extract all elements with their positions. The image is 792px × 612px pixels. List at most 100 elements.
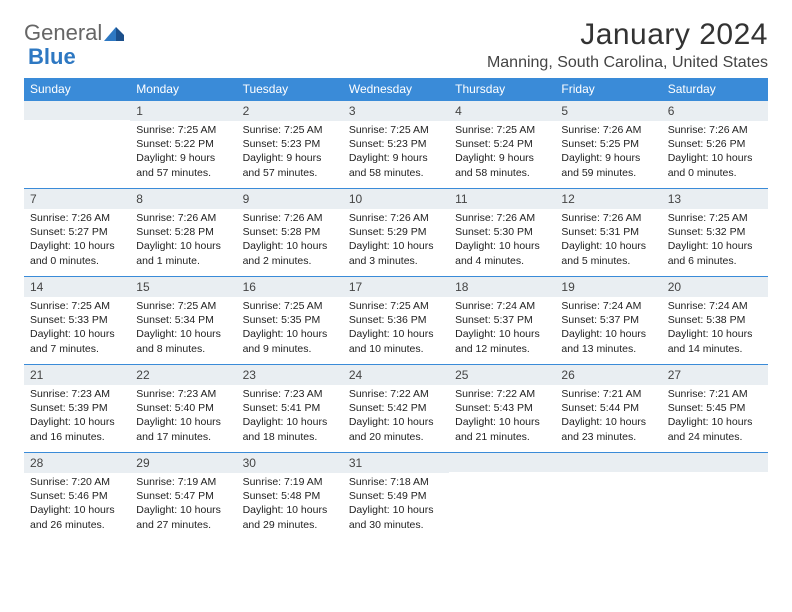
day-number: 2 (237, 100, 343, 121)
day-number: 12 (555, 188, 661, 209)
day-number: 9 (237, 188, 343, 209)
weekday-header: Wednesday (343, 78, 449, 100)
calendar-cell: 22Sunrise: 7:23 AMSunset: 5:40 PMDayligh… (130, 364, 236, 452)
weekday-header: Monday (130, 78, 236, 100)
calendar-cell (555, 452, 661, 540)
brand-logo: General (24, 20, 126, 46)
calendar-cell: 20Sunrise: 7:24 AMSunset: 5:38 PMDayligh… (662, 276, 768, 364)
title-location: Manning, South Carolina, United States (487, 54, 768, 72)
day-number: 27 (662, 364, 768, 385)
day-number: 21 (24, 364, 130, 385)
calendar-cell: 2Sunrise: 7:25 AMSunset: 5:23 PMDaylight… (237, 100, 343, 188)
calendar-cell: 13Sunrise: 7:25 AMSunset: 5:32 PMDayligh… (662, 188, 768, 276)
day-content: Sunrise: 7:22 AMSunset: 5:43 PMDaylight:… (449, 385, 555, 448)
page-header: General January 2024 Manning, South Caro… (24, 18, 768, 72)
day-number: 22 (130, 364, 236, 385)
calendar-week-row: 1Sunrise: 7:25 AMSunset: 5:22 PMDaylight… (24, 100, 768, 188)
day-number: 7 (24, 188, 130, 209)
weekday-row: SundayMondayTuesdayWednesdayThursdayFrid… (24, 78, 768, 100)
calendar-cell: 24Sunrise: 7:22 AMSunset: 5:42 PMDayligh… (343, 364, 449, 452)
day-number: 10 (343, 188, 449, 209)
calendar-cell: 30Sunrise: 7:19 AMSunset: 5:48 PMDayligh… (237, 452, 343, 540)
day-content: Sunrise: 7:23 AMSunset: 5:39 PMDaylight:… (24, 385, 130, 448)
day-number: 13 (662, 188, 768, 209)
day-content: Sunrise: 7:18 AMSunset: 5:49 PMDaylight:… (343, 473, 449, 536)
calendar-cell: 29Sunrise: 7:19 AMSunset: 5:47 PMDayligh… (130, 452, 236, 540)
day-content: Sunrise: 7:21 AMSunset: 5:45 PMDaylight:… (662, 385, 768, 448)
calendar-cell: 12Sunrise: 7:26 AMSunset: 5:31 PMDayligh… (555, 188, 661, 276)
day-number: 28 (24, 452, 130, 473)
day-content: Sunrise: 7:19 AMSunset: 5:48 PMDaylight:… (237, 473, 343, 536)
weekday-header: Sunday (24, 78, 130, 100)
day-number: 25 (449, 364, 555, 385)
day-number: 26 (555, 364, 661, 385)
day-content: Sunrise: 7:25 AMSunset: 5:22 PMDaylight:… (130, 121, 236, 184)
day-content: Sunrise: 7:25 AMSunset: 5:23 PMDaylight:… (237, 121, 343, 184)
calendar-cell: 1Sunrise: 7:25 AMSunset: 5:22 PMDaylight… (130, 100, 236, 188)
day-content: Sunrise: 7:22 AMSunset: 5:42 PMDaylight:… (343, 385, 449, 448)
calendar-cell: 17Sunrise: 7:25 AMSunset: 5:36 PMDayligh… (343, 276, 449, 364)
calendar-cell: 21Sunrise: 7:23 AMSunset: 5:39 PMDayligh… (24, 364, 130, 452)
day-number: 30 (237, 452, 343, 473)
day-content: Sunrise: 7:26 AMSunset: 5:31 PMDaylight:… (555, 209, 661, 272)
calendar-cell: 23Sunrise: 7:23 AMSunset: 5:41 PMDayligh… (237, 364, 343, 452)
calendar-cell: 19Sunrise: 7:24 AMSunset: 5:37 PMDayligh… (555, 276, 661, 364)
brand-part1: General (24, 20, 102, 46)
day-number: 1 (130, 100, 236, 121)
day-content: Sunrise: 7:26 AMSunset: 5:26 PMDaylight:… (662, 121, 768, 184)
day-number: 8 (130, 188, 236, 209)
weekday-header: Saturday (662, 78, 768, 100)
calendar-cell: 28Sunrise: 7:20 AMSunset: 5:46 PMDayligh… (24, 452, 130, 540)
calendar-week-row: 7Sunrise: 7:26 AMSunset: 5:27 PMDaylight… (24, 188, 768, 276)
day-number: 16 (237, 276, 343, 297)
calendar-cell: 16Sunrise: 7:25 AMSunset: 5:35 PMDayligh… (237, 276, 343, 364)
brand-part2: Blue (28, 44, 76, 69)
calendar-cell: 26Sunrise: 7:21 AMSunset: 5:44 PMDayligh… (555, 364, 661, 452)
day-content: Sunrise: 7:25 AMSunset: 5:32 PMDaylight:… (662, 209, 768, 272)
day-number: 19 (555, 276, 661, 297)
calendar-cell: 11Sunrise: 7:26 AMSunset: 5:30 PMDayligh… (449, 188, 555, 276)
title-month: January 2024 (487, 18, 768, 52)
day-content: Sunrise: 7:25 AMSunset: 5:36 PMDaylight:… (343, 297, 449, 360)
weekday-header: Thursday (449, 78, 555, 100)
day-content: Sunrise: 7:23 AMSunset: 5:40 PMDaylight:… (130, 385, 236, 448)
day-content: Sunrise: 7:24 AMSunset: 5:37 PMDaylight:… (449, 297, 555, 360)
weekday-header: Friday (555, 78, 661, 100)
day-number: 11 (449, 188, 555, 209)
calendar-cell: 8Sunrise: 7:26 AMSunset: 5:28 PMDaylight… (130, 188, 236, 276)
calendar-body: 1Sunrise: 7:25 AMSunset: 5:22 PMDaylight… (24, 100, 768, 540)
day-content: Sunrise: 7:20 AMSunset: 5:46 PMDaylight:… (24, 473, 130, 536)
day-content: Sunrise: 7:26 AMSunset: 5:27 PMDaylight:… (24, 209, 130, 272)
empty-day-header (555, 452, 661, 472)
calendar-cell: 4Sunrise: 7:25 AMSunset: 5:24 PMDaylight… (449, 100, 555, 188)
calendar-table: SundayMondayTuesdayWednesdayThursdayFrid… (24, 78, 768, 540)
brand-icon (104, 25, 124, 41)
empty-day-header (449, 452, 555, 472)
empty-day-header (662, 452, 768, 472)
calendar-cell: 25Sunrise: 7:22 AMSunset: 5:43 PMDayligh… (449, 364, 555, 452)
day-content: Sunrise: 7:25 AMSunset: 5:35 PMDaylight:… (237, 297, 343, 360)
day-number: 3 (343, 100, 449, 121)
calendar-cell: 31Sunrise: 7:18 AMSunset: 5:49 PMDayligh… (343, 452, 449, 540)
day-number: 31 (343, 452, 449, 473)
calendar-cell: 6Sunrise: 7:26 AMSunset: 5:26 PMDaylight… (662, 100, 768, 188)
day-number: 6 (662, 100, 768, 121)
day-number: 20 (662, 276, 768, 297)
calendar-head: SundayMondayTuesdayWednesdayThursdayFrid… (24, 78, 768, 100)
calendar-cell: 7Sunrise: 7:26 AMSunset: 5:27 PMDaylight… (24, 188, 130, 276)
calendar-cell: 14Sunrise: 7:25 AMSunset: 5:33 PMDayligh… (24, 276, 130, 364)
day-number: 24 (343, 364, 449, 385)
brand-part2-wrap: Blue (28, 44, 76, 70)
day-number: 23 (237, 364, 343, 385)
weekday-header: Tuesday (237, 78, 343, 100)
day-content: Sunrise: 7:25 AMSunset: 5:33 PMDaylight:… (24, 297, 130, 360)
calendar-cell: 10Sunrise: 7:26 AMSunset: 5:29 PMDayligh… (343, 188, 449, 276)
day-content: Sunrise: 7:19 AMSunset: 5:47 PMDaylight:… (130, 473, 236, 536)
day-number: 15 (130, 276, 236, 297)
title-block: January 2024 Manning, South Carolina, Un… (487, 18, 768, 72)
calendar-cell: 5Sunrise: 7:26 AMSunset: 5:25 PMDaylight… (555, 100, 661, 188)
empty-day-header (24, 100, 130, 120)
day-content: Sunrise: 7:26 AMSunset: 5:28 PMDaylight:… (237, 209, 343, 272)
calendar-week-row: 28Sunrise: 7:20 AMSunset: 5:46 PMDayligh… (24, 452, 768, 540)
day-content: Sunrise: 7:24 AMSunset: 5:38 PMDaylight:… (662, 297, 768, 360)
